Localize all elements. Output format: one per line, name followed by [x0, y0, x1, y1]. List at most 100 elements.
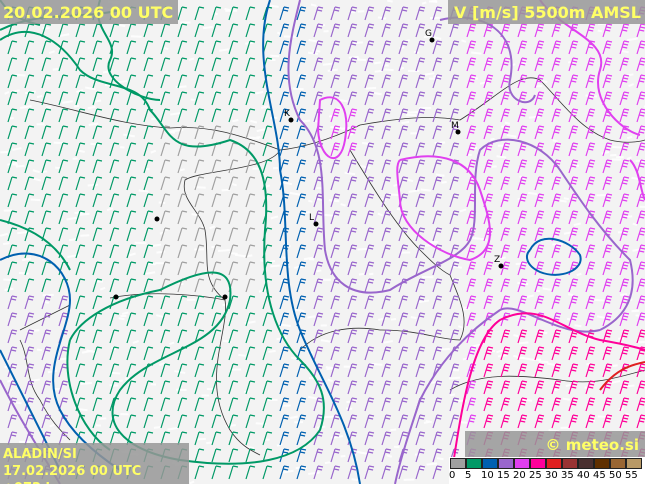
wind-barb — [92, 431, 103, 446]
relief-mark — [15, 164, 25, 168]
relief-mark — [632, 222, 638, 226]
wind-barb — [143, 278, 154, 293]
relief-mark — [156, 314, 164, 318]
wind-barb — [245, 57, 256, 72]
wind-barb — [466, 125, 477, 140]
relief-mark — [461, 39, 467, 43]
relief-mark — [55, 166, 61, 170]
wind-barb — [160, 295, 171, 310]
wind-barb — [330, 193, 341, 208]
wind-barb — [177, 159, 188, 174]
wind-barb — [347, 23, 358, 38]
wind-barb — [500, 74, 511, 89]
wind-barb — [160, 91, 171, 106]
wind-barb — [211, 312, 222, 327]
wind-barb — [636, 278, 645, 293]
relief-mark — [80, 234, 90, 237]
wind-barb — [41, 142, 52, 157]
wind-barb — [41, 397, 52, 412]
wind-barb — [449, 40, 460, 55]
relief-mark — [153, 425, 162, 429]
wind-barb — [415, 363, 426, 378]
wind-barb — [602, 125, 613, 140]
wind-barb — [109, 193, 120, 208]
wind-barb — [347, 414, 358, 429]
wind-barb — [347, 57, 358, 72]
wind-barb — [194, 431, 205, 446]
wind-barb — [449, 159, 460, 174]
wind-barb — [109, 312, 120, 327]
legend-tick: 30 — [545, 470, 558, 481]
wind-barb — [602, 108, 613, 123]
wind-barb — [568, 176, 579, 191]
relief-mark — [490, 137, 495, 141]
wind-barb — [245, 40, 256, 55]
wind-barb — [7, 142, 18, 157]
wind-barb — [602, 329, 613, 344]
copyright-label: © meteo.si — [465, 431, 645, 457]
wind-barb — [568, 414, 579, 429]
wind-barb — [602, 363, 613, 378]
wind-barb — [381, 227, 392, 242]
wind-barb — [194, 261, 205, 276]
wind-barb — [211, 448, 222, 463]
wind-barb — [58, 23, 69, 38]
relief-mark — [270, 215, 279, 220]
relief-mark — [631, 309, 640, 313]
relief-mark — [219, 48, 229, 52]
relief-mark — [336, 107, 342, 111]
relief-mark — [457, 325, 464, 329]
wind-barb — [551, 261, 562, 276]
wind-barb — [245, 312, 256, 327]
relief-mark — [567, 293, 574, 297]
wind-barb — [636, 74, 645, 89]
wind-barb — [177, 40, 188, 55]
wind-barb — [41, 40, 52, 55]
relief-mark — [36, 94, 43, 99]
wind-barb — [517, 74, 528, 89]
wind-barb — [279, 108, 290, 123]
wind-barb — [534, 363, 545, 378]
wind-barb — [483, 414, 494, 429]
wind-barb — [483, 397, 494, 412]
wind-barb — [517, 125, 528, 140]
wind-barb — [143, 159, 154, 174]
wind-barb — [619, 295, 630, 310]
wind-barb — [534, 244, 545, 259]
wind-barb — [109, 380, 120, 395]
wind-barb — [211, 431, 222, 446]
wind-barb — [228, 40, 239, 55]
wind-barb — [245, 227, 256, 242]
wind-barb — [415, 448, 426, 463]
wind-barb — [160, 159, 171, 174]
wind-barb — [636, 142, 645, 157]
wind-barb — [551, 159, 562, 174]
wind-barb — [177, 295, 188, 310]
wind-barb — [7, 295, 18, 310]
wind-barb — [211, 397, 222, 412]
wind-barb — [92, 329, 103, 344]
wind-barb — [296, 74, 307, 89]
wind-barb — [296, 261, 307, 276]
wind-barb — [347, 91, 358, 106]
wind-barb — [211, 346, 222, 361]
wind-barb — [58, 159, 69, 174]
relief-mark — [454, 258, 460, 262]
wind-barb — [245, 6, 256, 21]
wind-barb — [228, 227, 239, 242]
wind-barb — [330, 380, 341, 395]
relief-mark — [21, 257, 32, 262]
wind-barb — [619, 108, 630, 123]
wind-barb — [602, 176, 613, 191]
wind-barb — [177, 244, 188, 259]
wind-barb — [41, 363, 52, 378]
wind-barb — [143, 74, 154, 89]
wind-barb — [228, 159, 239, 174]
wind-barb — [75, 346, 86, 361]
wind-barb — [551, 295, 562, 310]
wind-barb — [75, 159, 86, 174]
city-dot — [113, 294, 119, 300]
wind-barb — [24, 346, 35, 361]
relief-mark — [53, 387, 61, 391]
wind-barb — [177, 397, 188, 412]
